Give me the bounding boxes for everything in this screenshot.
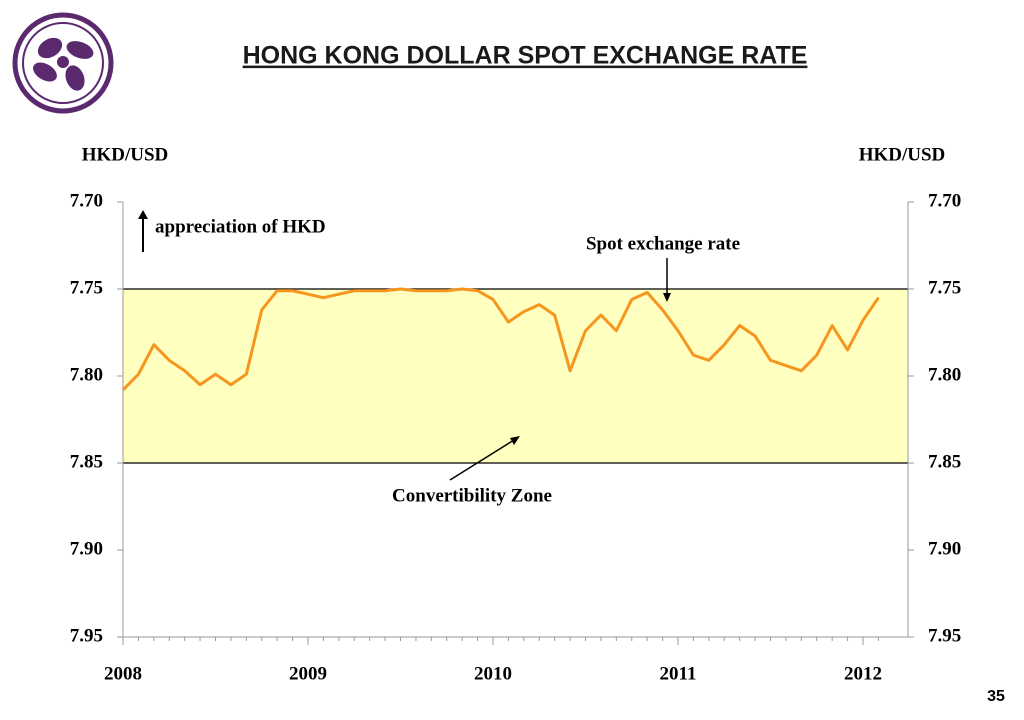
y2-tick-label: 7.75 — [928, 277, 961, 298]
x-tick-label: 2012 — [844, 663, 882, 684]
y2-tick-label: 7.70 — [928, 190, 961, 211]
y-tick-label: 7.80 — [70, 364, 103, 385]
annotation: appreciation of HKD — [155, 216, 326, 237]
series-line — [121, 287, 880, 391]
logo — [12, 12, 114, 114]
arrow-head — [663, 293, 671, 302]
y-axis-title: HKD/USD — [82, 144, 169, 165]
y-tick-label: 7.90 — [70, 538, 103, 559]
y-tick-label: 7.75 — [70, 277, 103, 298]
page-number: 35 — [987, 688, 1005, 705]
x-tick-label: 2010 — [474, 663, 512, 684]
plot-area: 7.70 7.75 7.80 7.85 7.90 7.95 7.70 7.75 7.80 7.85… — [70, 190, 962, 684]
convertibility-zone — [123, 289, 908, 463]
arrow-head — [510, 436, 520, 445]
y2-tick-label: 7.85 — [928, 451, 961, 472]
label-arrow — [449, 439, 515, 481]
x-tick-label: 2011 — [660, 663, 697, 684]
series-label: Spot exchange rate — [586, 233, 740, 254]
y2-tick-label: 7.95 — [928, 625, 961, 646]
y2-tick-label: 7.80 — [928, 364, 961, 385]
y2-tick-label: 7.90 — [928, 538, 961, 559]
y2-axis-title: HKD/USD — [859, 144, 946, 165]
x-tick-label: 2009 — [289, 663, 327, 684]
y-tick-label: 7.70 — [70, 190, 103, 211]
zone-label: Convertibility Zone — [392, 485, 552, 506]
x-tick-label: 2008 — [104, 663, 142, 684]
chart-title: HONG KONG DOLLAR SPOT EXCHANGE RATE — [243, 42, 808, 70]
y-tick-label: 7.95 — [70, 625, 103, 646]
arrow-head — [138, 210, 148, 219]
y-tick-label: 7.85 — [70, 451, 103, 472]
